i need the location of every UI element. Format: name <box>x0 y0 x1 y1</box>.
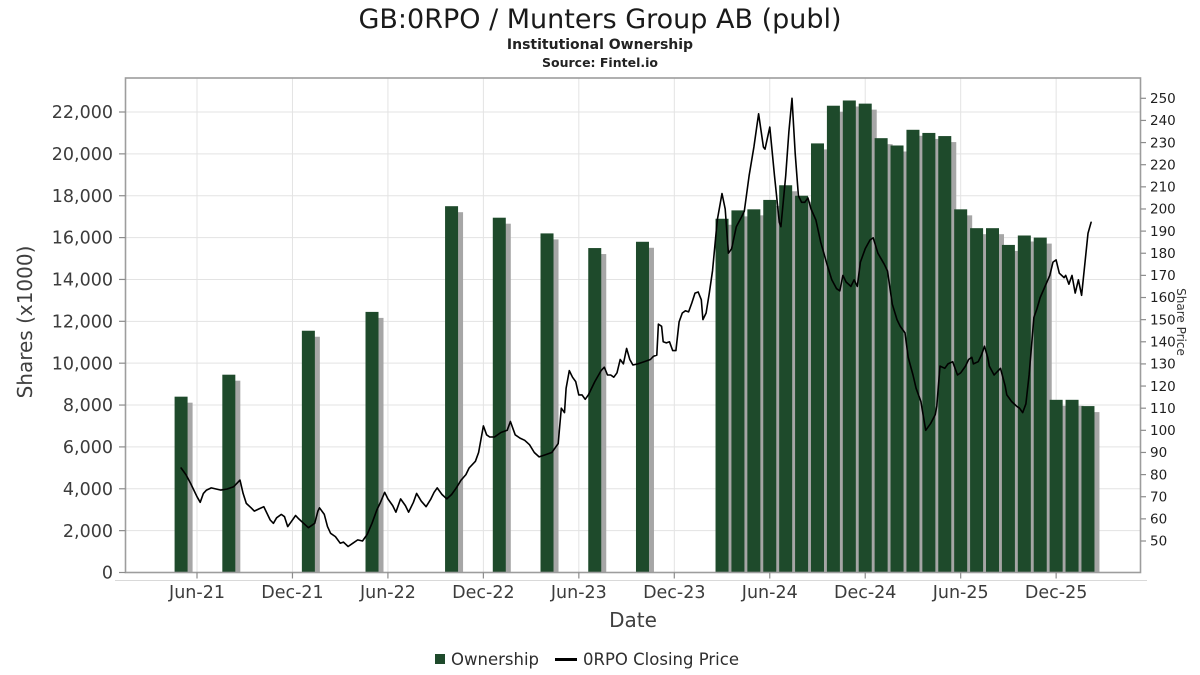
chart-header: GB:0RPO / Munters Group AB (publ) Instit… <box>0 0 1200 70</box>
ownership-bar <box>492 217 506 573</box>
y-right-tick-label: 220 <box>1150 157 1176 173</box>
y-left-tick-label: 6,000 <box>63 438 113 458</box>
y-right-tick-label: 210 <box>1150 180 1176 196</box>
y-right-tick-label: 170 <box>1150 268 1176 284</box>
x-axis-title: Date <box>609 608 657 632</box>
y-right-tick-label: 180 <box>1150 246 1176 262</box>
x-tick-label: Dec-23 <box>643 583 705 603</box>
ownership-bar <box>540 233 554 573</box>
y-left-tick-label: 20,000 <box>52 145 113 165</box>
y-left-tick-label: 10,000 <box>52 354 113 374</box>
y-right-tick-label: 250 <box>1150 91 1176 107</box>
plot-area: 0 2,000 4,000 6,000 8,000 10,000 12,000 14,000 1… <box>52 77 1176 603</box>
ownership-bar <box>954 209 968 573</box>
ownership-legend-swatch-icon <box>435 654 446 664</box>
x-tick-label: Jun-21 <box>168 583 225 603</box>
ownership-bar <box>874 138 888 573</box>
y-right-tick-label: 120 <box>1150 379 1176 395</box>
ownership-bar <box>922 132 936 573</box>
y-right-axis-title: Share Price <box>1174 288 1188 356</box>
y-left-tick-label: 2,000 <box>63 522 113 542</box>
y-right-tick-label: 190 <box>1150 224 1176 240</box>
ownership-bar <box>779 185 793 573</box>
price-line <box>180 97 1092 548</box>
y-left-tick-label: 12,000 <box>52 312 113 332</box>
price-line-legend-swatch-icon <box>555 657 578 661</box>
x-tick-label: Jun-25 <box>932 583 989 603</box>
legend: Ownership 0RPO Closing Price <box>0 648 1187 670</box>
y-left-axis-title: Shares (x1000) <box>13 246 37 399</box>
ownership-bar <box>890 145 904 573</box>
ownership-bar <box>301 330 315 573</box>
chart-subtitle: Institutional Ownership <box>506 37 694 53</box>
y-left-tick-label: 8,000 <box>63 396 113 416</box>
y-left-tick-label: 4,000 <box>63 480 113 500</box>
ownership-bar <box>222 374 236 573</box>
ownership-bar <box>445 206 459 573</box>
ownership-bar <box>826 105 840 573</box>
x-tick-label: Dec-22 <box>452 583 514 603</box>
chart-source: Source: Fintel.io <box>542 55 658 70</box>
y-right-tick-label: 80 <box>1150 467 1167 483</box>
chart-title: GB:0RPO / Munters Group AB (publ) <box>358 4 842 35</box>
ownership-bar <box>810 143 824 573</box>
ownership-bar <box>1065 399 1079 573</box>
y-right-tick-label: 230 <box>1150 135 1176 151</box>
y-right-tick-label: 160 <box>1150 290 1176 306</box>
ownership-bar <box>858 103 872 573</box>
ownership-bar <box>938 136 952 573</box>
ownership-bar <box>795 195 809 573</box>
ownership-bar <box>842 100 856 573</box>
ownership-bar <box>1081 406 1095 573</box>
y-right-tick-label: 140 <box>1150 335 1176 351</box>
ownership-bar <box>731 210 745 573</box>
ownership-bar <box>365 311 379 573</box>
plot-border <box>124 77 1142 574</box>
y-left-tick-label: 18,000 <box>52 187 113 207</box>
ownership-bar <box>174 396 188 573</box>
legend-price-label: 0RPO Closing Price <box>583 649 739 669</box>
y-left-tick-label: 14,000 <box>52 271 113 291</box>
ownership-bar <box>1033 237 1047 573</box>
y-left-tick-label: 0 <box>102 564 113 584</box>
ownership-bar <box>715 218 729 573</box>
x-tick-label: Dec-21 <box>261 583 323 603</box>
ownership-bar <box>986 228 999 573</box>
y-left-tick-label: 22,000 <box>52 103 113 123</box>
y-right-tick-label: 110 <box>1150 401 1176 417</box>
x-tick-label: Jun-23 <box>550 583 607 603</box>
ownership-bar <box>763 199 777 573</box>
y-right-tick-label: 70 <box>1150 489 1167 505</box>
x-tick-label: Jun-22 <box>359 583 416 603</box>
x-tick-label: Dec-25 <box>1025 583 1087 603</box>
y-right-tick-label: 240 <box>1150 113 1176 129</box>
ownership-bar <box>970 228 984 573</box>
y-right-tick-label: 90 <box>1150 445 1167 461</box>
y-right-tick-label: 150 <box>1150 312 1176 328</box>
x-tick-label: Dec-24 <box>834 583 896 603</box>
y-right-tick-label: 60 <box>1150 512 1167 528</box>
ownership-bar <box>1017 235 1031 573</box>
ownership-bar <box>1001 244 1015 573</box>
ownership-bar <box>747 209 761 573</box>
ownership-bar <box>906 129 920 573</box>
y-right-tick-label: 100 <box>1150 423 1176 439</box>
y-right-tick-label: 130 <box>1150 357 1176 373</box>
y-right-tick-label: 50 <box>1150 534 1167 550</box>
ownership-bar <box>1049 399 1063 573</box>
ownership-bar <box>635 241 649 573</box>
y-right-tick-label: 200 <box>1150 202 1176 218</box>
ownership-bar <box>588 248 602 573</box>
legend-ownership-label: Ownership <box>451 649 540 669</box>
y-left-tick-label: 16,000 <box>52 229 113 249</box>
x-tick-label: Jun-24 <box>741 583 798 603</box>
